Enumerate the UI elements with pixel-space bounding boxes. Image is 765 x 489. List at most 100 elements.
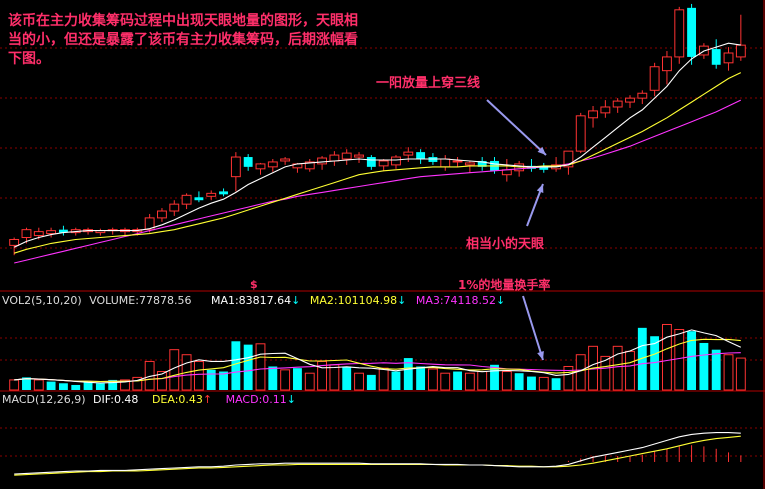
candle-body — [735, 44, 746, 58]
candle-body — [255, 163, 266, 170]
volume-bar — [22, 377, 31, 390]
volume-bar — [440, 372, 451, 391]
yang-line-arrow — [486, 99, 547, 156]
volume-bar — [329, 364, 340, 391]
candle-body — [723, 52, 734, 64]
volume-bar — [206, 369, 216, 390]
candle-body — [600, 106, 611, 114]
candle-body — [625, 97, 635, 103]
candle-body — [464, 162, 475, 166]
candle-body — [280, 158, 291, 162]
yang-line-arrow-head — [537, 146, 546, 155]
volume-ma1: MA1:83817.64 — [210, 294, 292, 307]
small-eye-annotation: 相当小的天眼 — [466, 237, 545, 252]
volume-bar — [477, 371, 488, 391]
down-arrow-icon: ↓ — [291, 294, 301, 307]
candle-body — [674, 9, 685, 58]
volume-bar — [538, 376, 549, 391]
candle-body — [304, 161, 315, 170]
volume-bar — [674, 329, 685, 391]
candle-body — [612, 100, 623, 108]
candle-body — [477, 160, 487, 167]
candle-body — [637, 92, 648, 99]
volume-bar — [46, 381, 56, 390]
down-arrow-icon: ↓ — [397, 294, 407, 307]
volume-bar — [83, 381, 93, 390]
volume-bar — [120, 379, 130, 391]
candle-body — [194, 197, 204, 201]
volume-bar — [662, 323, 672, 391]
low-volume-arrow — [522, 295, 544, 361]
yang-line-annotation: 一阳放量上穿三线 — [376, 76, 481, 91]
macd-dif: DIF:0.48 — [93, 393, 139, 406]
volume-bar — [416, 366, 426, 390]
marker-label: $ — [250, 278, 258, 291]
candle-body — [243, 157, 253, 167]
candle-body — [391, 156, 401, 166]
down-arrow-icon: ↓ — [496, 294, 506, 307]
candle-body — [267, 161, 278, 168]
low-volume-arrow-head — [537, 351, 544, 360]
candle-body — [563, 150, 574, 168]
volume-bar — [157, 371, 167, 391]
volume-bar — [378, 367, 389, 391]
candle-body — [575, 115, 586, 152]
volume-ma1-line — [14, 329, 742, 384]
volume-bar — [33, 379, 44, 391]
candle-body — [157, 210, 167, 219]
volume-bar — [490, 364, 499, 390]
volume-bar — [193, 360, 204, 391]
volume-bar — [342, 366, 352, 390]
volume-bar — [625, 350, 635, 391]
volume-bar — [612, 345, 623, 391]
candle-body — [329, 154, 340, 162]
volume-bar — [9, 379, 20, 391]
volume-bar — [71, 384, 81, 390]
volume-bar — [453, 371, 462, 390]
volume-bar — [637, 327, 647, 390]
candle-body — [219, 191, 228, 195]
volume-bar — [563, 365, 574, 391]
volume-bar — [243, 344, 253, 390]
volume-bar — [735, 357, 746, 391]
volume-bar — [600, 355, 611, 391]
volume-bar — [304, 372, 315, 391]
candle-body — [33, 231, 44, 237]
volume-bar — [699, 342, 709, 390]
volume-bar — [501, 371, 512, 391]
volume-bar — [280, 369, 291, 391]
volume-bar — [514, 373, 524, 390]
volume-bar — [391, 371, 401, 390]
volume-indicator-name: VOL2(5,10,20) — [2, 294, 82, 307]
macd-dea-line — [14, 435, 741, 476]
volume-ma2: MA2:101104.98 — [309, 294, 398, 307]
candle-body — [58, 229, 68, 233]
candle-body — [711, 49, 721, 65]
candle-body — [452, 160, 463, 163]
candle-body — [588, 110, 598, 119]
down-arrow-icon: ↓ — [286, 393, 296, 406]
candle-body — [354, 154, 364, 158]
ma2-line — [14, 72, 742, 254]
candle-body — [687, 7, 697, 57]
small-eye-arrow-head — [536, 184, 544, 193]
volume-bar — [575, 354, 586, 391]
macd-dif-line — [14, 432, 741, 475]
candle-body — [46, 230, 57, 235]
volume-header: VOL2(5,10,20) VOLUME:77878.56 MA1:83817.… — [2, 294, 505, 307]
candle-body — [539, 166, 549, 170]
volume-bar — [132, 376, 143, 391]
volume-bar — [527, 376, 536, 390]
volume-bar — [268, 366, 278, 390]
ma1-line — [13, 42, 741, 248]
candle-body — [341, 152, 352, 160]
candle-body — [206, 192, 217, 197]
candle-body — [378, 160, 389, 167]
volume-value: VOLUME:77878.56 — [89, 294, 192, 307]
volume-ma3: MA3:74118.52 — [415, 294, 497, 307]
macd-indicator-name: MACD(12,26,9) — [2, 393, 86, 406]
volume-bar — [231, 341, 241, 390]
low-volume-annotation: 1%的地量换手率 — [458, 278, 551, 292]
volume-bar — [219, 371, 228, 390]
up-arrow-icon: ↑ — [202, 393, 213, 406]
